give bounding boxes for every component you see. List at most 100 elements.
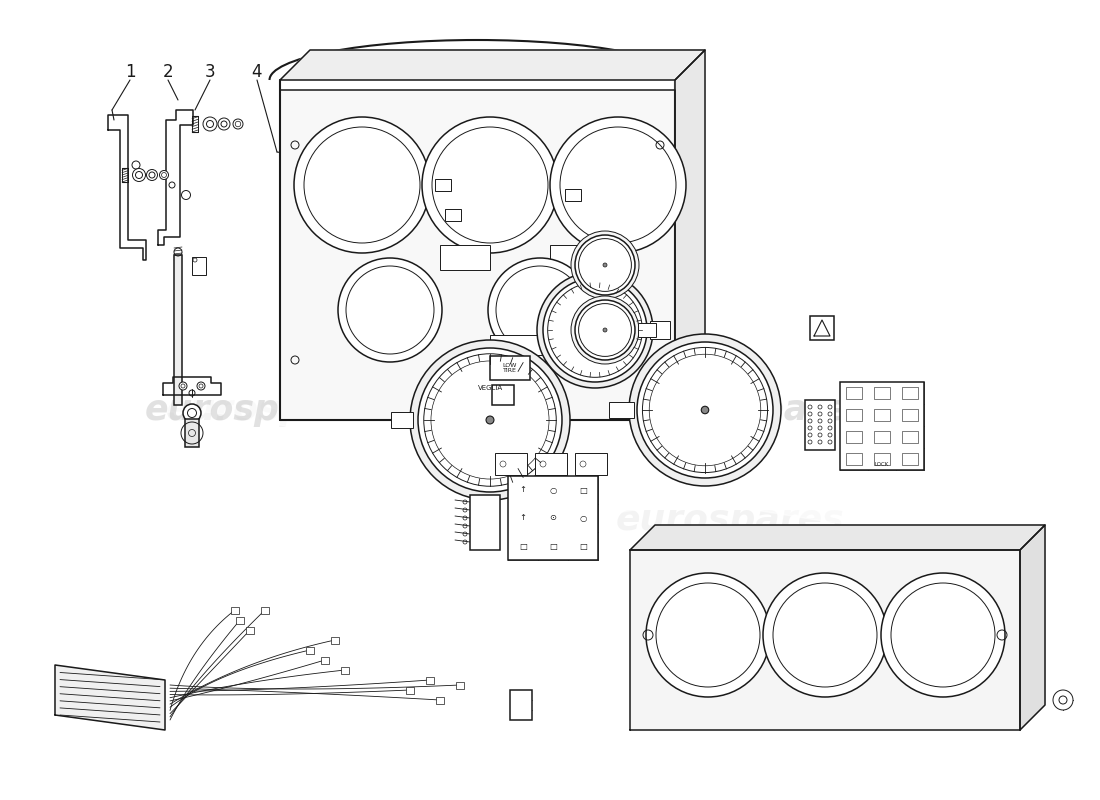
Bar xyxy=(874,431,890,443)
Bar xyxy=(575,453,607,475)
Circle shape xyxy=(204,117,217,131)
Circle shape xyxy=(338,258,442,362)
Bar xyxy=(306,647,313,654)
Bar xyxy=(874,409,890,421)
Bar xyxy=(846,409,862,421)
Bar xyxy=(609,402,634,418)
Circle shape xyxy=(818,433,822,437)
Bar xyxy=(550,245,600,270)
Bar xyxy=(490,335,556,355)
Bar xyxy=(565,189,581,201)
Circle shape xyxy=(592,326,598,334)
Bar xyxy=(261,607,270,614)
Circle shape xyxy=(486,416,494,424)
Bar xyxy=(470,495,500,550)
Bar xyxy=(840,382,924,470)
Text: LOW
TIRE: LOW TIRE xyxy=(503,362,517,374)
Bar xyxy=(508,476,598,560)
Circle shape xyxy=(808,412,812,416)
Bar xyxy=(902,409,918,421)
Bar xyxy=(846,453,862,465)
Bar xyxy=(406,687,414,694)
Circle shape xyxy=(418,348,562,492)
Bar xyxy=(192,257,206,275)
Circle shape xyxy=(488,258,592,362)
Circle shape xyxy=(550,117,686,253)
Bar xyxy=(426,677,434,684)
Bar xyxy=(390,412,412,428)
Text: □: □ xyxy=(549,542,557,550)
Text: ○: ○ xyxy=(580,514,586,522)
Text: □: □ xyxy=(519,542,527,550)
Bar xyxy=(321,657,329,664)
Circle shape xyxy=(543,278,647,382)
Circle shape xyxy=(828,419,832,423)
Bar xyxy=(341,667,349,674)
Ellipse shape xyxy=(90,336,470,404)
Circle shape xyxy=(828,433,832,437)
Bar xyxy=(456,682,464,689)
Circle shape xyxy=(646,573,770,697)
Circle shape xyxy=(818,426,822,430)
Polygon shape xyxy=(280,90,675,420)
Circle shape xyxy=(828,405,832,409)
Circle shape xyxy=(808,405,812,409)
Circle shape xyxy=(183,404,201,422)
Circle shape xyxy=(1053,690,1072,710)
Circle shape xyxy=(818,440,822,444)
Bar xyxy=(902,387,918,399)
Circle shape xyxy=(537,272,653,388)
Polygon shape xyxy=(55,665,165,730)
Circle shape xyxy=(808,419,812,423)
Polygon shape xyxy=(814,320,830,336)
Text: 2: 2 xyxy=(163,63,174,81)
Bar xyxy=(185,419,199,447)
Text: □: □ xyxy=(579,542,587,550)
Text: ↑: ↑ xyxy=(519,486,527,494)
Bar xyxy=(638,323,656,337)
Text: 1: 1 xyxy=(124,63,135,81)
Bar xyxy=(535,453,566,475)
Bar xyxy=(510,690,532,720)
Circle shape xyxy=(575,300,635,360)
Bar xyxy=(231,607,239,614)
Text: eurospares: eurospares xyxy=(650,393,870,427)
Text: VEGLIA: VEGLIA xyxy=(477,385,503,390)
Circle shape xyxy=(881,573,1005,697)
Circle shape xyxy=(146,170,157,181)
Bar xyxy=(490,356,530,380)
Bar xyxy=(650,321,670,339)
Bar xyxy=(246,627,254,634)
Text: LOCK: LOCK xyxy=(874,462,889,467)
Bar xyxy=(434,179,451,191)
Circle shape xyxy=(132,169,145,182)
Circle shape xyxy=(818,419,822,423)
Circle shape xyxy=(702,406,708,414)
Polygon shape xyxy=(158,110,192,245)
Bar xyxy=(810,316,834,340)
Text: eurospares: eurospares xyxy=(616,503,845,537)
Circle shape xyxy=(179,382,187,390)
Text: 3: 3 xyxy=(205,63,216,81)
Bar xyxy=(846,387,862,399)
Text: ↑: ↑ xyxy=(519,514,527,522)
Bar xyxy=(874,453,890,465)
Bar xyxy=(440,245,490,270)
Bar xyxy=(446,209,461,221)
Bar xyxy=(902,431,918,443)
Circle shape xyxy=(808,426,812,430)
Circle shape xyxy=(637,342,773,478)
Circle shape xyxy=(828,412,832,416)
Text: ⊙: ⊙ xyxy=(550,514,557,522)
Circle shape xyxy=(294,117,430,253)
Circle shape xyxy=(808,440,812,444)
Text: 4: 4 xyxy=(252,63,262,81)
Circle shape xyxy=(818,405,822,409)
Text: □: □ xyxy=(579,486,587,494)
Polygon shape xyxy=(630,525,1045,550)
Circle shape xyxy=(410,340,570,500)
Polygon shape xyxy=(630,550,1020,730)
Polygon shape xyxy=(280,50,705,80)
Circle shape xyxy=(233,119,243,129)
Circle shape xyxy=(422,117,558,253)
